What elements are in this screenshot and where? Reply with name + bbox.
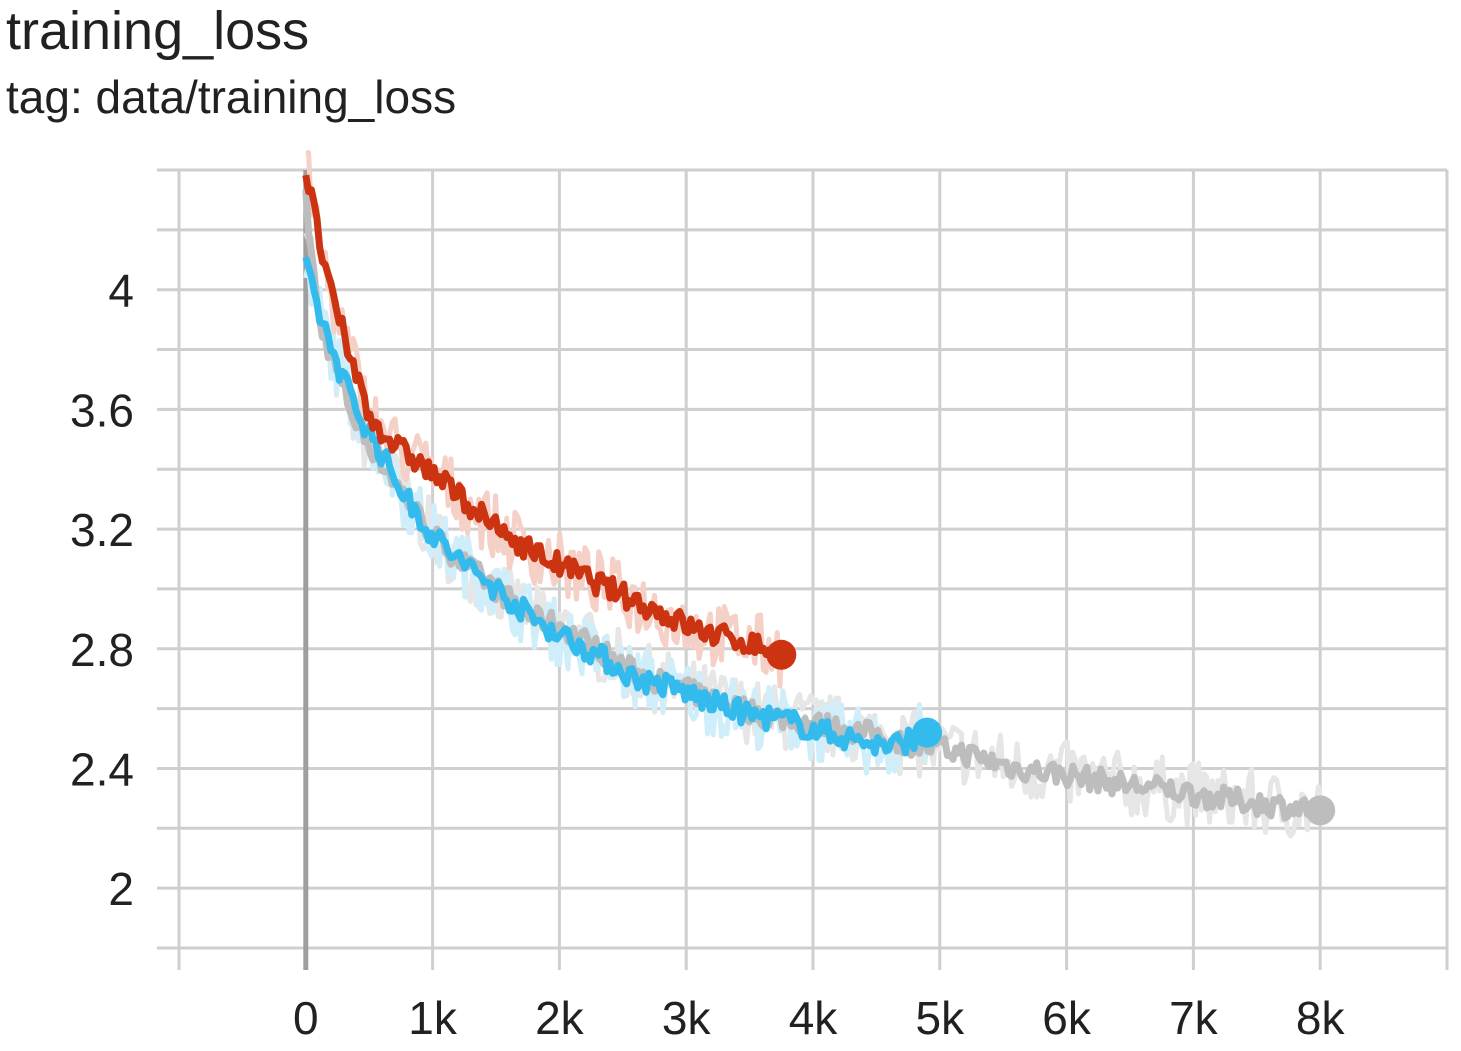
y-tick-label: 3.6 <box>70 384 134 436</box>
x-tick-label: 8k <box>1296 992 1346 1044</box>
x-tick-label: 1k <box>408 992 458 1044</box>
x-tick-label: 4k <box>789 992 839 1044</box>
series-endpoint-1 <box>912 717 943 748</box>
chart-subtitle: tag: data/training_loss <box>6 71 457 123</box>
chart-title: training_loss <box>6 1 310 61</box>
smoothed-series-layer <box>302 174 1323 822</box>
series-endpoint-2 <box>766 639 797 670</box>
y-tick-label: 2.4 <box>70 743 134 795</box>
x-tick-label: 3k <box>662 992 712 1044</box>
y-tick-label: 3.2 <box>70 504 134 556</box>
y-tick-label: 2 <box>108 863 134 915</box>
y-tick-label: 2.8 <box>70 624 134 676</box>
grid <box>157 168 1449 970</box>
series-line-2 <box>302 174 785 660</box>
raw-series-line-1 <box>303 259 930 776</box>
x-tick-label: 2k <box>535 992 585 1044</box>
x-tick-label: 7k <box>1169 992 1219 1044</box>
series-endpoint-0 <box>1305 795 1336 826</box>
x-axis-ticks: 0 1k 2k 3k 4k 5k 6k 7k 8k <box>293 992 1345 1044</box>
x-tick-label: 0 <box>293 992 319 1044</box>
y-axis-ticks: 2 2.4 2.8 3.2 3.6 4 <box>70 265 134 915</box>
x-tick-label: 6k <box>1042 992 1092 1044</box>
x-tick-label: 5k <box>916 992 966 1044</box>
series-line-1 <box>302 256 930 757</box>
series-endpoints <box>766 639 1336 826</box>
y-tick-label: 4 <box>108 265 134 317</box>
